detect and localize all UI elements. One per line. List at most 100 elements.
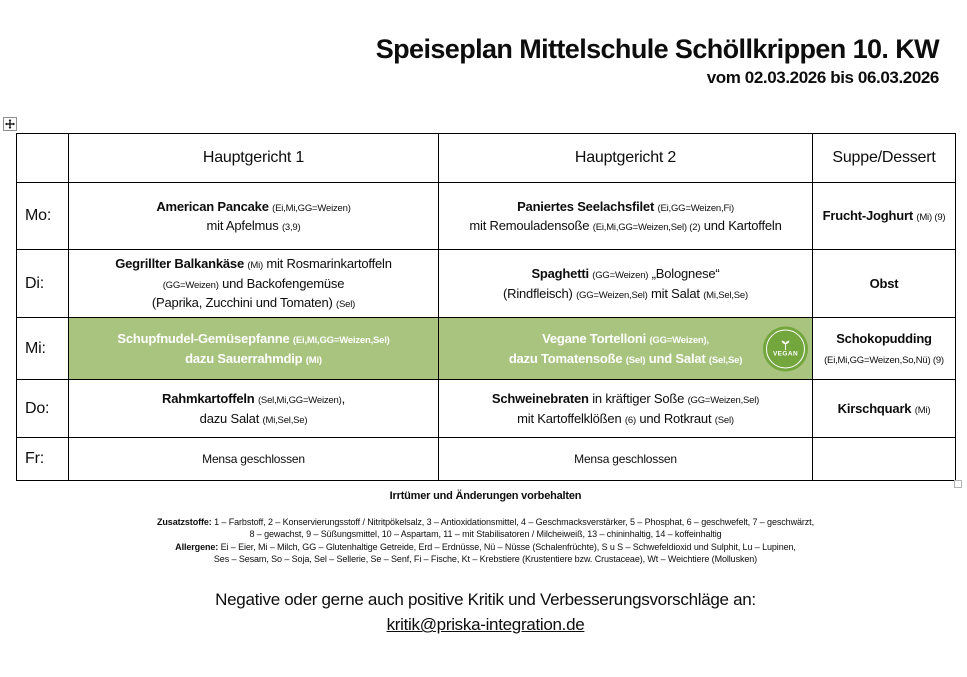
fineprint-line: 8 – gewachst, 9 – Süßungsmittel, 10 – As… [16, 528, 955, 540]
menu-line: American Pancake (Ei,Mi,GG=Weizen) [75, 197, 432, 217]
menu-cell-hauptgericht-2: Paniertes Seelachsfilet (Ei,GG=Weizen,Fi… [438, 182, 813, 250]
text-segment: 1 – Farbstoff, 2 – Konservierungsstoff /… [211, 517, 814, 527]
text-segment: dazu Tomatensoße [508, 350, 626, 366]
menu-line: Schupfnudel-Gemüsepfanne (Ei,Mi,GG=Weize… [75, 329, 432, 349]
menu-line: Frucht-Joghurt (Mi) (9) [819, 206, 949, 226]
text-segment: und Salat [645, 350, 709, 366]
text-segment: (Ei,Mi,GG=Weizen,Sel) (2) [592, 222, 701, 233]
header-suppe-dessert: Suppe/Dessert [812, 133, 956, 183]
text-segment: (GG=Weizen) [162, 279, 219, 291]
text-segment: (Sel) [336, 299, 356, 311]
fineprint-line: Ses – Sesam, So – Soja, Sel – Sellerie, … [16, 553, 955, 565]
menu-line: Mensa geschlossen [75, 450, 432, 468]
text-segment: (3,9) [281, 222, 301, 233]
menu-line: mit Apfelmus (3,9) [75, 216, 432, 236]
text-segment: (Mi,Sel,Se) [703, 289, 748, 301]
menu-line: dazu Tomatensoße (Sel) und Salat (Sel,Se… [445, 349, 806, 369]
day-label: Do: [16, 379, 69, 438]
text-segment: dazu Sauerrahmdip [185, 350, 306, 366]
table-row: Mo: American Pancake (Ei,Mi,GG=Weizen) mit… [16, 182, 956, 250]
menu-line: (Ei,Mi,GG=Weizen,So,Nü) (9) [819, 349, 949, 369]
text-segment: mit Salat [647, 285, 704, 301]
footer: Irrtümer und Änderungen vorbehalten Zusa… [16, 490, 955, 635]
menu-line: Vegane Tortelloni (GG=Weizen), [445, 329, 806, 349]
date-range: vom 02.03.2026 bis 06.03.2026 [706, 68, 940, 87]
text-segment: (Sel) [625, 354, 646, 366]
text-segment: (Mi,Sel,Se) [262, 414, 308, 426]
text-segment: (Rindfleisch) [503, 285, 577, 301]
fineprint-line: Allergene: Ei – Eier, Mi – Milch, GG – G… [16, 541, 955, 553]
text-segment: Paniertes Seelachsfilet [517, 198, 658, 214]
menu-cell-suppe-dessert [812, 437, 956, 481]
disclaimer-text: Irrtümer und Änderungen vorbehalten [389, 490, 582, 502]
text-segment: American Pancake [156, 198, 273, 214]
text-segment: Schupfnudel-Gemüsepfanne [117, 331, 293, 346]
text-segment: (Mi) (9) [916, 212, 946, 224]
text-segment: (Sel,Mi,GG=Weizen) [257, 395, 342, 406]
vegan-badge-label: VEGAN [772, 350, 799, 358]
menu-cell-suppe-dessert: Schokopudding (Ei,Mi,GG=Weizen,So,Nü) (9) [812, 317, 956, 380]
text-segment: Allergene: [175, 541, 219, 552]
text-segment: Kirschquark [837, 400, 915, 416]
day-label: Di: [16, 249, 69, 318]
menu-line: Obst [819, 274, 949, 294]
text-segment: und Rotkraut [635, 410, 715, 426]
menu-cell-suppe-dessert: Obst [812, 249, 956, 318]
menu-line: Mensa geschlossen [445, 450, 806, 468]
menu-line: (GG=Weizen) und Backofengemüse [75, 274, 432, 294]
menu-line: mit Remouladensoße (Ei,Mi,GG=Weizen,Sel)… [445, 216, 806, 236]
table-resize-handle[interactable] [954, 480, 962, 488]
menu-line: Paniertes Seelachsfilet (Ei,GG=Weizen,Fi… [445, 197, 806, 217]
text-segment: (Sel,Se) [708, 354, 743, 366]
text-segment: (Ei,Mi,GG=Weizen,So,Nü) (9) [824, 354, 944, 366]
menu-line: mit Kartoffelklößen (6) und Rotkraut (Se… [445, 409, 806, 429]
menu-line: Kirschquark (Mi) [819, 399, 949, 419]
text-segment: (GG=Weizen,Sel) [576, 289, 648, 301]
menu-cell-hauptgericht-1: Schupfnudel-Gemüsepfanne (Ei,Mi,GG=Weize… [68, 317, 439, 380]
day-label: Mo: [16, 182, 69, 250]
text-segment: Obst [869, 275, 899, 291]
title-block: Speiseplan Mittelschule Schöllkrippen 10… [375, 34, 940, 88]
text-segment: 8 – gewachst, 9 – Süßungsmittel, 10 – As… [249, 529, 722, 540]
text-segment: Mensa geschlossen [202, 452, 305, 466]
email-link[interactable]: kritik@priska-integration.de [386, 615, 585, 635]
text-segment: mit Kartoffelklößen [517, 410, 625, 426]
text-segment: (6) [624, 414, 636, 426]
text-segment: Frucht-Joghurt [822, 208, 917, 224]
header-hauptgericht-1: Hauptgericht 1 [68, 133, 439, 183]
text-segment: (Paprika, Zucchini und Tomaten) [151, 295, 337, 311]
menu-line: Spaghetti (GG=Weizen) „Bolognese“ [445, 264, 806, 284]
text-segment: (Mi) [305, 354, 322, 366]
menu-cell-hauptgericht-1: American Pancake (Ei,Mi,GG=Weizen) mit Ap… [68, 182, 439, 250]
vegan-badge-ring: VEGAN [766, 329, 805, 368]
menu-line: dazu Sauerrahmdip (Mi) [75, 349, 432, 369]
page-title: Speiseplan Mittelschule Schöllkrippen 10… [375, 34, 940, 64]
day-label: Mi: [16, 317, 69, 380]
leaf-sprout-icon [779, 339, 792, 350]
menu-cell-suppe-dessert: Kirschquark (Mi) [812, 379, 956, 438]
header-row: Hauptgericht 1 Hauptgericht 2 Suppe/Dess… [16, 133, 956, 183]
text-segment: (GG=Weizen,Sel) [687, 395, 760, 406]
menu-cell-hauptgericht-2: Vegane Tortelloni (GG=Weizen), dazu Tomat… [438, 317, 813, 380]
menu-line: (Rindfleisch) (GG=Weizen,Sel) mit Salat … [445, 284, 806, 304]
menu-cell-hauptgericht-1: Gegrillter Balkankäse (Mi) mit Rosmarink… [68, 249, 439, 318]
text-segment: Rahmkartoffeln [162, 391, 258, 406]
menu-cell-hauptgericht-2: Mensa geschlossen [438, 437, 813, 481]
day-label: Fr: [16, 437, 69, 481]
text-segment: , [341, 391, 346, 406]
text-segment: mit Apfelmus [206, 218, 282, 233]
menu-line: Gegrillter Balkankäse (Mi) mit Rosmarink… [75, 254, 432, 274]
text-segment: Gegrillter Balkankäse [115, 256, 248, 272]
menu-line: Schweinebraten in kräftiger Soße (GG=Wei… [445, 389, 806, 409]
menu-cell-hauptgericht-1: Mensa geschlossen [68, 437, 439, 481]
text-segment: in kräftiger Soße [588, 391, 688, 406]
text-segment: Schokopudding [836, 331, 932, 346]
text-segment: (Ei,GG=Weizen,Fi) [657, 202, 735, 214]
table-move-handle[interactable] [3, 117, 17, 131]
menu-line: Schokopudding [819, 329, 949, 349]
text-segment: dazu Salat [199, 410, 263, 426]
text-segment: (Mi) [247, 260, 263, 272]
table-row: Mi: Schupfnudel-Gemüsepfanne (Ei,Mi,GG=We… [16, 317, 956, 380]
table-row: Fr: Mensa geschlossen Mensa geschlossen [16, 437, 956, 481]
additives-allergens-fineprint: Zusatzstoffe: 1 – Farbstoff, 2 – Konserv… [16, 516, 955, 565]
